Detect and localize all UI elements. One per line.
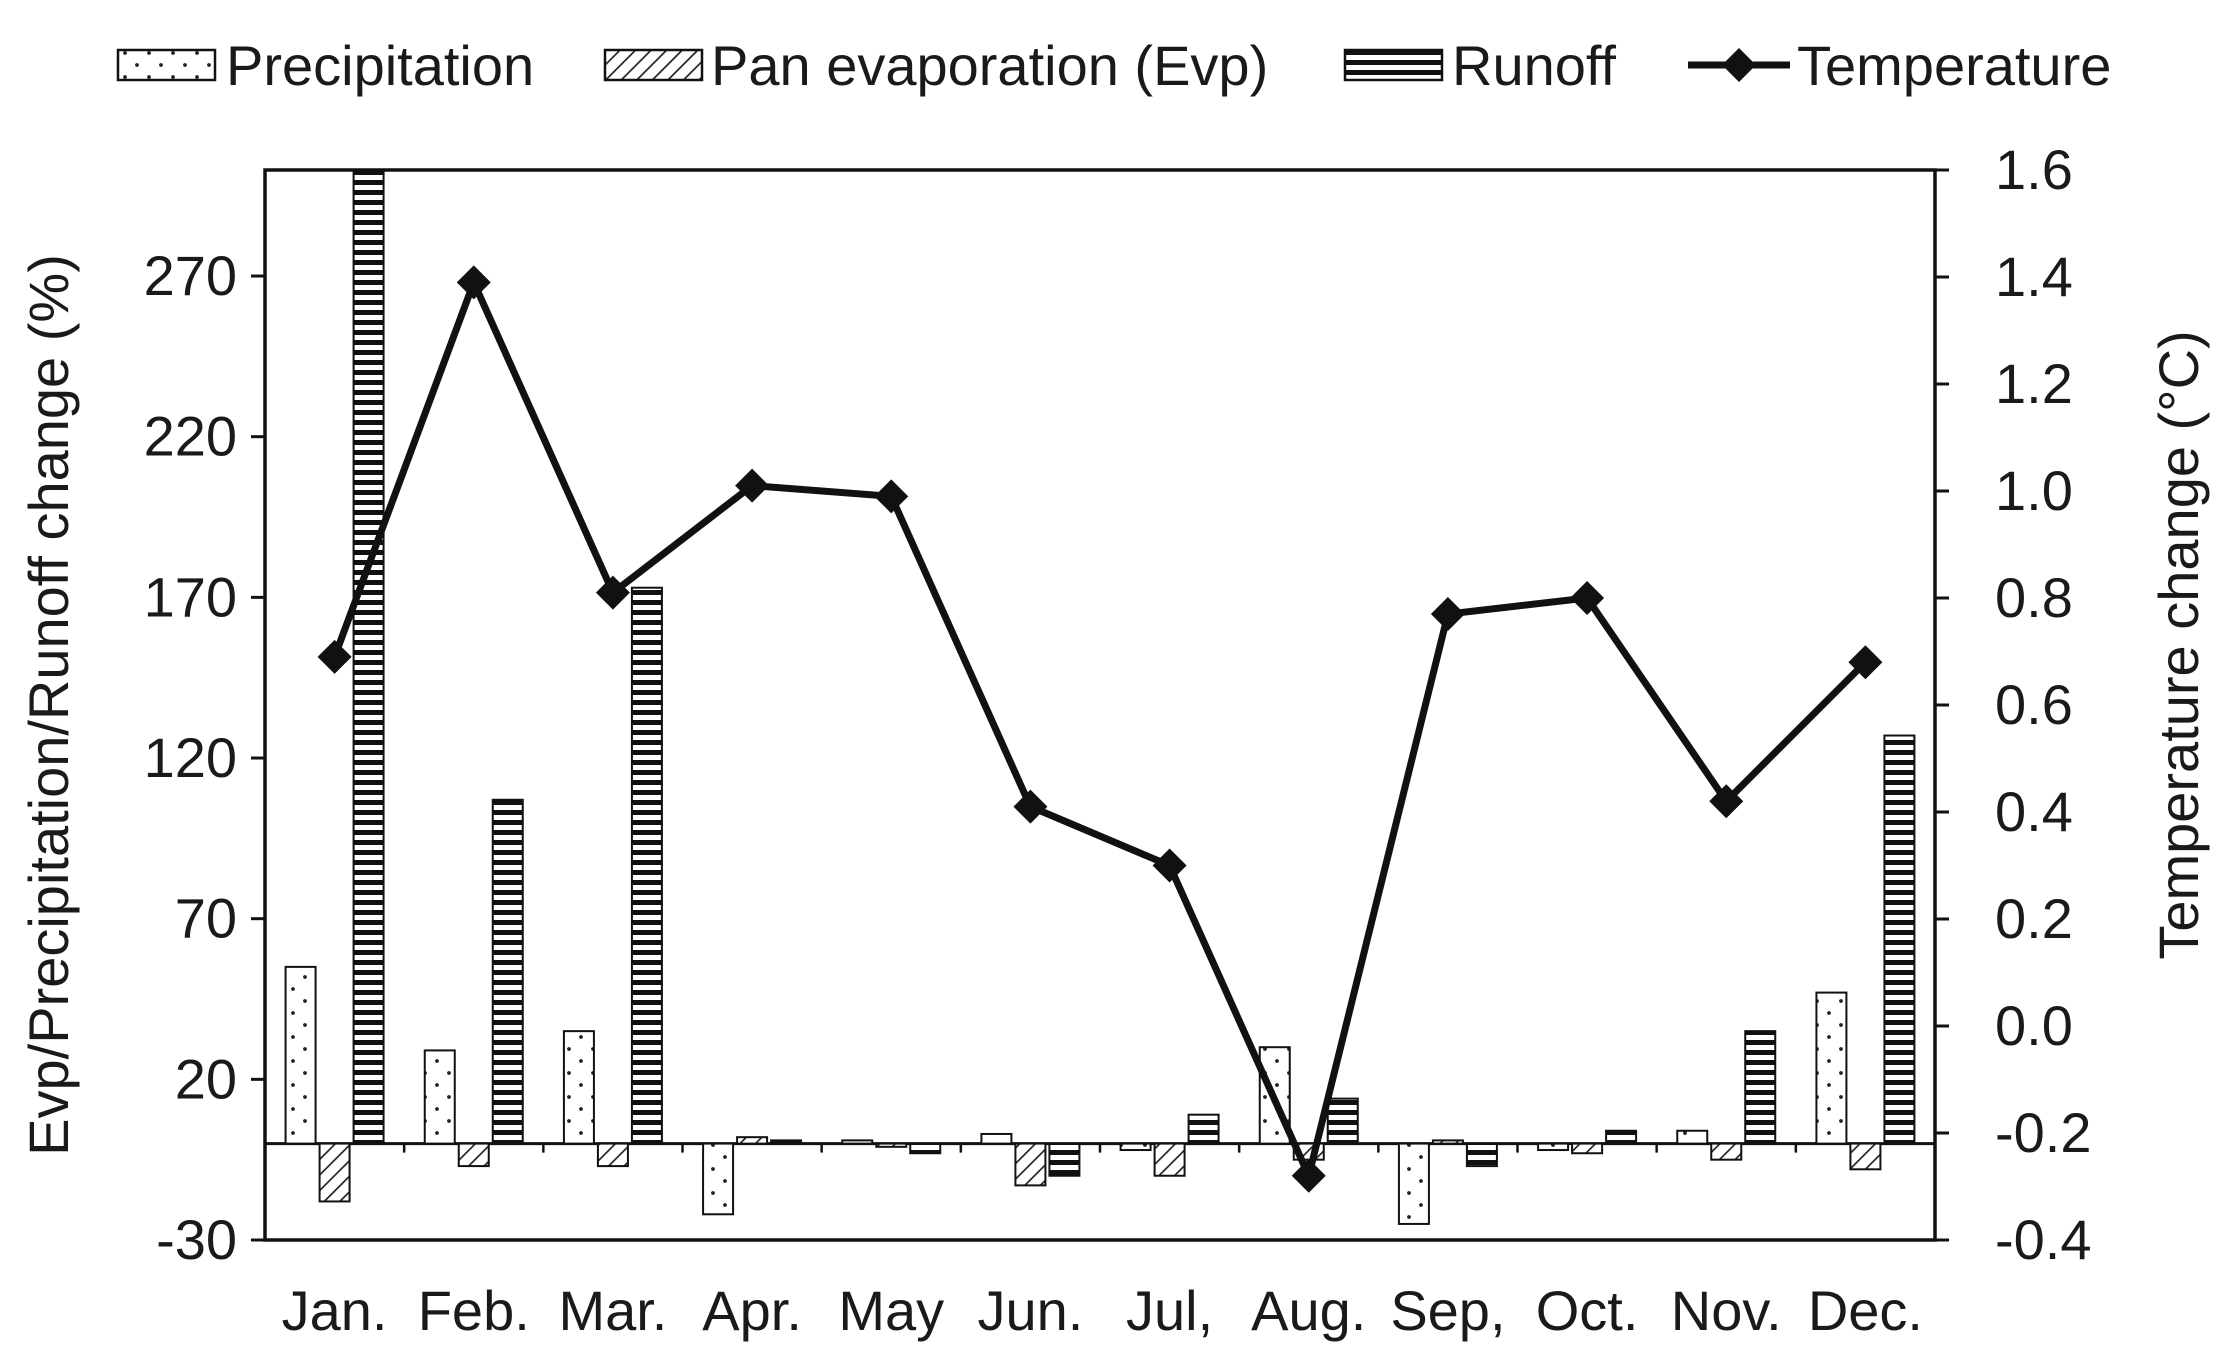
bar-dots xyxy=(1676,1129,1709,1145)
temperature-point xyxy=(1430,597,1465,632)
legend-label: Pan evaporation (Evp) xyxy=(711,34,1268,97)
legend-label: Runoff xyxy=(1452,34,1616,97)
bar-dots xyxy=(1815,991,1848,1145)
bar-dots xyxy=(702,1142,735,1216)
y-left-tick-label: 120 xyxy=(144,726,237,789)
legend-swatch-dots xyxy=(116,48,217,82)
ticks: 270 220 170 120 70 20 -30 1.6 1.4 1.2 1.0 0.8 0.6 0.4… xyxy=(144,138,2092,1342)
bar-diagonal xyxy=(1431,1139,1464,1145)
bar-diagonal xyxy=(318,1142,351,1203)
bars xyxy=(284,169,1916,1225)
temperature-point xyxy=(1570,581,1605,615)
x-tick-label: Feb. xyxy=(418,1279,530,1342)
y-left-tick-label: 220 xyxy=(144,405,237,468)
temperature-point xyxy=(595,575,630,610)
bar-dots xyxy=(562,1030,595,1145)
legend: Precipitation Pan evaporation (Evp) Runoff… xyxy=(116,34,2111,97)
bar-dots xyxy=(1537,1142,1570,1152)
y-right-tick-label: 1.6 xyxy=(1995,138,2073,201)
temperature-point xyxy=(1848,645,1883,680)
bar-diagonal xyxy=(736,1136,769,1145)
bar-horizontal xyxy=(1326,1097,1359,1145)
bar-horizontal xyxy=(352,169,385,1145)
bar-diagonal xyxy=(1153,1142,1186,1177)
y-right-tick-label: -0.2 xyxy=(1995,1101,2092,1164)
x-tick-label: Nov. xyxy=(1671,1279,1782,1342)
x-tick-label: Oct. xyxy=(1536,1279,1639,1342)
bar-horizontal xyxy=(1465,1142,1498,1168)
y-left-tick-label: 20 xyxy=(175,1047,237,1110)
x-tick-label: Jan. xyxy=(282,1279,388,1342)
bar-horizontal xyxy=(630,586,663,1145)
x-tick-label: Apr. xyxy=(702,1279,802,1342)
temperature-point xyxy=(1709,784,1744,819)
y-left-tick-label: 170 xyxy=(144,565,237,628)
x-tick-label: Sep, xyxy=(1390,1279,1505,1342)
y-right-tick-label: 0.0 xyxy=(1995,994,2073,1057)
x-tick-label: Jul, xyxy=(1126,1279,1213,1342)
bar-dots xyxy=(841,1139,874,1145)
legend-label: Temperature xyxy=(1797,34,2111,97)
x-tick-label: Jun. xyxy=(977,1279,1083,1342)
bar-dots xyxy=(1397,1142,1430,1225)
axis-titles: Evp/Precipitation/Runoff change (%) Tempe… xyxy=(17,254,2210,1156)
bar-dots xyxy=(980,1132,1013,1145)
y-right-tick-label: 1.0 xyxy=(1995,459,2073,522)
y-left-tick-label: -30 xyxy=(156,1208,237,1271)
bar-dots xyxy=(423,1049,456,1145)
bar-horizontal xyxy=(491,798,524,1145)
y-right-tick-label: 1.2 xyxy=(1995,352,2073,415)
bar-diagonal xyxy=(1571,1142,1604,1155)
bar-horizontal xyxy=(1744,1030,1777,1145)
temperature-point xyxy=(317,639,352,674)
temperature-polyline xyxy=(331,273,1868,1187)
x-tick-label: Dec. xyxy=(1808,1279,1923,1342)
legend-swatch-diamond xyxy=(1722,48,1756,82)
temperature-point xyxy=(1013,789,1048,824)
bar-diagonal xyxy=(1710,1142,1743,1161)
bar-diagonal xyxy=(875,1142,908,1148)
temperature-point xyxy=(874,479,909,514)
x-tick-label: May xyxy=(838,1279,944,1342)
bar-horizontal xyxy=(1048,1142,1081,1177)
y-right-axis-title: Temperature change (°C) xyxy=(2147,330,2210,959)
bar-horizontal xyxy=(770,1139,803,1145)
y-right-tick-label: -0.4 xyxy=(1995,1208,2092,1271)
legend-swatch-horizontal xyxy=(1343,48,1444,82)
bar-dots xyxy=(284,965,317,1145)
bar-diagonal xyxy=(596,1142,629,1168)
bar-horizontal xyxy=(1187,1113,1220,1145)
temperature-point xyxy=(735,468,770,503)
y-left-tick-label: 70 xyxy=(175,887,237,950)
bar-horizontal xyxy=(1883,734,1916,1145)
legend-swatch-diagonal xyxy=(603,48,704,82)
bar-diagonal xyxy=(1014,1142,1047,1187)
y-right-tick-label: 0.6 xyxy=(1995,673,2073,736)
y-left-tick-label: 270 xyxy=(144,244,237,307)
y-left-axis-title: Evp/Precipitation/Runoff change (%) xyxy=(17,254,80,1156)
y-right-tick-label: 0.8 xyxy=(1995,566,2073,629)
temperature-point xyxy=(1152,848,1187,883)
bar-diagonal xyxy=(457,1142,490,1168)
bar-horizontal xyxy=(1605,1129,1638,1145)
temperature-line xyxy=(317,265,1883,1193)
temperature-point xyxy=(1291,1158,1326,1193)
legend-label: Precipitation xyxy=(226,34,534,97)
temperature-point xyxy=(456,265,491,300)
y-right-tick-label: 0.2 xyxy=(1995,887,2073,950)
x-tick-label: Mar. xyxy=(558,1279,667,1342)
x-tick-label: Aug. xyxy=(1251,1279,1366,1342)
bar-dots xyxy=(1119,1142,1152,1152)
y-right-tick-label: 1.4 xyxy=(1995,245,2073,308)
y-right-tick-label: 0.4 xyxy=(1995,780,2073,843)
bar-horizontal xyxy=(909,1142,942,1155)
bar-diagonal xyxy=(1849,1142,1882,1171)
